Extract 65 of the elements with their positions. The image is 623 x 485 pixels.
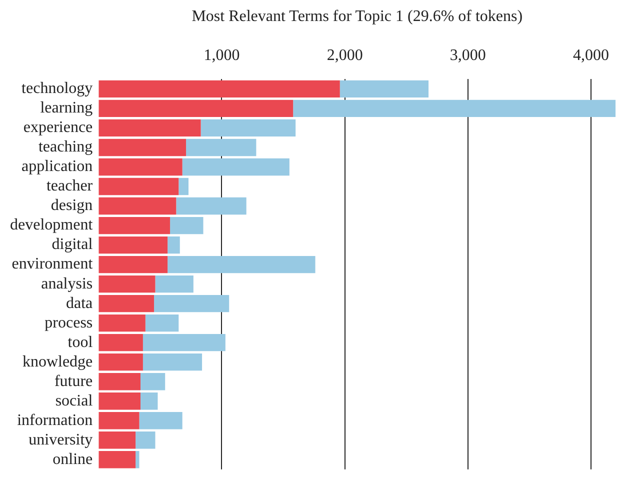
- bar: [98, 432, 136, 449]
- y-tick-label: online: [52, 450, 93, 468]
- bar: [98, 158, 182, 176]
- y-tick-label: learning: [40, 100, 93, 117]
- bar: [98, 197, 176, 215]
- bar: [98, 373, 140, 390]
- bar: [168, 236, 180, 254]
- x-tick-label: 1,000: [204, 46, 240, 64]
- y-tick-label: social: [55, 392, 94, 410]
- y-tick-label: environment: [12, 256, 94, 273]
- bar: [98, 314, 146, 332]
- bar: [154, 294, 230, 312]
- bar: [98, 80, 340, 98]
- y-tick-label: experience: [23, 119, 93, 136]
- y-tick-label: development: [10, 216, 94, 234]
- bar: [98, 334, 143, 352]
- y-tick-label: data: [66, 294, 93, 312]
- bar: [145, 314, 179, 332]
- bar: [139, 412, 182, 430]
- bar: [98, 412, 140, 430]
- bar: [170, 216, 204, 234]
- y-tick-label: design: [50, 197, 93, 214]
- bar: [340, 80, 429, 98]
- y-tick-label: knowledge: [22, 353, 93, 370]
- x-tick-label: 3,000: [450, 46, 486, 64]
- y-tick-label: analysis: [41, 275, 93, 292]
- x-tick-label: 4,000: [573, 46, 609, 64]
- bar: [98, 216, 170, 234]
- bar: [186, 138, 256, 156]
- bar: [98, 236, 168, 254]
- bar: [136, 451, 140, 468]
- bar: [98, 100, 294, 118]
- bar: [98, 178, 179, 196]
- y-tick-label: digital: [52, 236, 94, 254]
- x-tick-label: 2,000: [326, 46, 363, 64]
- y-tick-label: technology: [22, 80, 93, 98]
- bar: [98, 138, 186, 156]
- y-tick-label: teacher: [46, 178, 94, 195]
- bar: [140, 373, 166, 390]
- y-tick-label: future: [54, 372, 93, 390]
- chart-title: Most Relevant Terms for Topic 1 (29.6% of tokens): [192, 8, 523, 26]
- bar: [200, 119, 296, 137]
- bar: [293, 100, 616, 118]
- y-tick-label: information: [17, 412, 93, 429]
- y-tick-label: application: [22, 158, 93, 176]
- bar: [98, 451, 136, 468]
- bar: [140, 392, 158, 410]
- y-tick-label: tool: [68, 334, 94, 351]
- bar: [182, 158, 290, 176]
- bar: [98, 392, 140, 410]
- bar: [98, 119, 201, 137]
- bar: [142, 354, 202, 371]
- bar: [176, 197, 246, 215]
- bar: [168, 256, 316, 274]
- bar: [98, 294, 154, 312]
- bar: [98, 354, 143, 371]
- bar: [178, 178, 188, 196]
- bar: [98, 275, 156, 293]
- y-tick-label: teaching: [38, 138, 93, 156]
- bar: [98, 256, 168, 274]
- y-tick-label: process: [44, 314, 93, 332]
- bar: [136, 432, 156, 449]
- bar: [142, 334, 226, 352]
- bar: [155, 275, 194, 293]
- y-tick-label: university: [28, 431, 93, 448]
